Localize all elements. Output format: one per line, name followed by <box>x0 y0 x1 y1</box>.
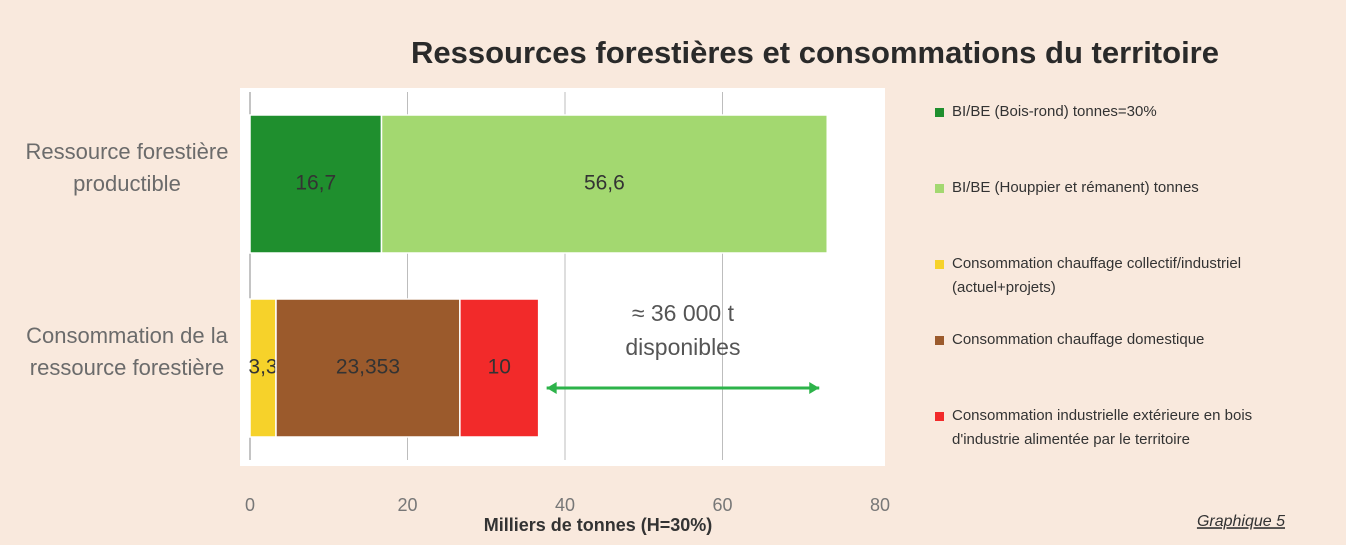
data-label: 10 <box>488 356 511 379</box>
legend-swatch <box>935 412 944 421</box>
x-axis-label: Milliers de tonnes (H=30%) <box>484 515 713 535</box>
arrow-head <box>546 382 557 394</box>
data-label: 23,353 <box>336 356 400 379</box>
legend-label: Consommation industrielle extérieure en … <box>952 407 1253 448</box>
legend-label: Consommation chauffage domestique <box>952 331 1205 348</box>
y-tick-label: Ressource forestière productible <box>25 139 229 196</box>
legend-swatch <box>935 108 944 117</box>
bar-segment <box>249 114 383 254</box>
x-tick-label: 80 <box>870 495 890 515</box>
data-label: 16,7 <box>295 172 336 195</box>
x-tick-label: 20 <box>397 495 417 515</box>
bar-segment <box>249 298 277 438</box>
annotation: ≈ 36 000 t disponibles <box>625 300 741 360</box>
data-label: 56,6 <box>584 172 625 195</box>
footnote: Graphique 5 <box>1197 513 1285 530</box>
legend-swatch <box>935 336 944 345</box>
arrow-head <box>809 382 820 394</box>
y-tick-label: Consommation de la ressource forestière <box>26 323 228 380</box>
x-tick-label: 0 <box>245 495 255 515</box>
legend-label: BI/BE (Houppier et rémanent) tonnes <box>952 179 1199 196</box>
legend-label: Consommation chauffage collectif/industr… <box>952 255 1242 296</box>
bar-segment <box>459 298 540 438</box>
legend-label: BI/BE (Bois-rond) tonnes=30% <box>952 103 1157 120</box>
bar-segment <box>380 114 828 254</box>
x-tick-label: 60 <box>712 495 732 515</box>
bar-segment <box>275 298 461 438</box>
legend-swatch <box>935 260 944 269</box>
legend-swatch <box>935 184 944 193</box>
chart-title: Ressources forestières et consommations … <box>411 35 1219 70</box>
x-tick-label: 40 <box>555 495 575 515</box>
data-label: 3,3 <box>248 356 277 379</box>
